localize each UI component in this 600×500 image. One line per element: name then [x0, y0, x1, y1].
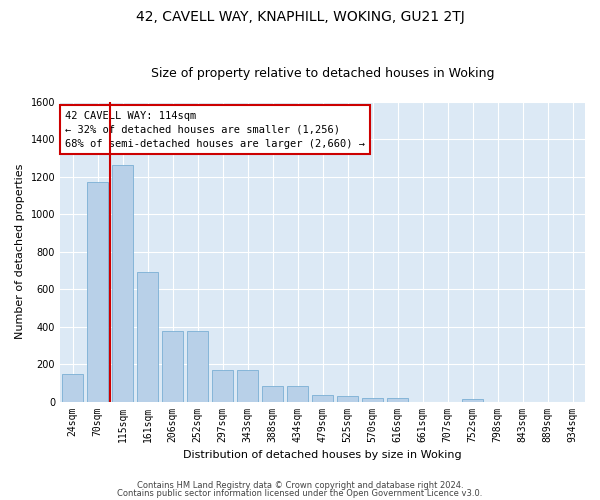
Bar: [387, 398, 408, 402]
X-axis label: Distribution of detached houses by size in Woking: Distribution of detached houses by size …: [183, 450, 462, 460]
Bar: [112, 166, 133, 402]
Text: Contains public sector information licensed under the Open Government Licence v3: Contains public sector information licen…: [118, 488, 482, 498]
Bar: [237, 370, 258, 402]
Bar: [287, 386, 308, 402]
Bar: [162, 331, 183, 402]
Bar: [137, 272, 158, 402]
Bar: [262, 386, 283, 402]
Bar: [87, 182, 108, 402]
Text: 42 CAVELL WAY: 114sqm
← 32% of detached houses are smaller (1,256)
68% of semi-d: 42 CAVELL WAY: 114sqm ← 32% of detached …: [65, 110, 365, 148]
Text: 42, CAVELL WAY, KNAPHILL, WOKING, GU21 2TJ: 42, CAVELL WAY, KNAPHILL, WOKING, GU21 2…: [136, 10, 464, 24]
Bar: [312, 395, 333, 402]
Bar: [187, 331, 208, 402]
Y-axis label: Number of detached properties: Number of detached properties: [15, 164, 25, 339]
Bar: [212, 370, 233, 402]
Title: Size of property relative to detached houses in Woking: Size of property relative to detached ho…: [151, 66, 494, 80]
Bar: [462, 398, 483, 402]
Bar: [362, 398, 383, 402]
Text: Contains HM Land Registry data © Crown copyright and database right 2024.: Contains HM Land Registry data © Crown c…: [137, 481, 463, 490]
Bar: [62, 374, 83, 402]
Bar: [337, 396, 358, 402]
